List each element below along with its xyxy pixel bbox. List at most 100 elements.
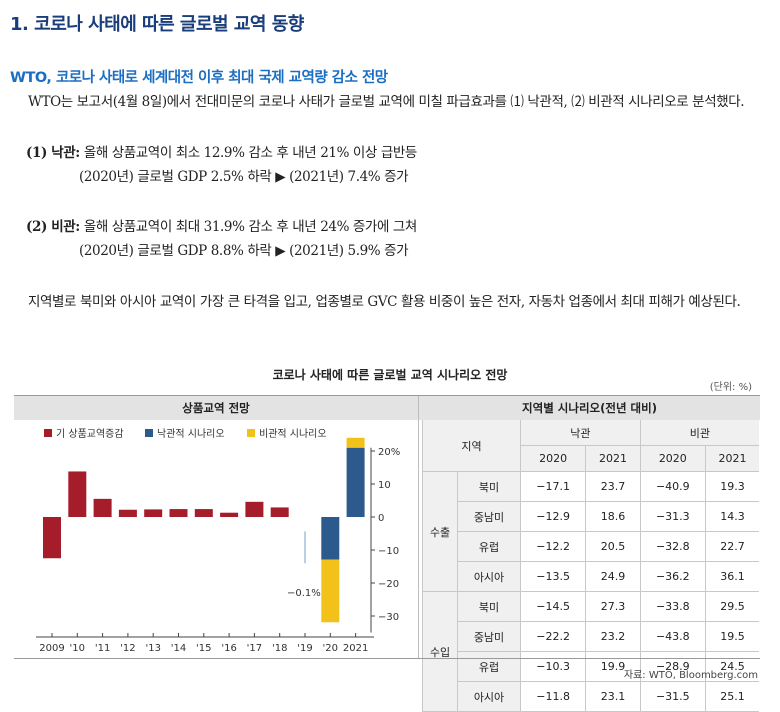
table-cell: 23.2 (585, 621, 641, 652)
y-tick-label: −20 (378, 579, 399, 590)
table-cell: 19.5 (704, 621, 759, 652)
table-cell: 20.5 (585, 531, 641, 562)
table-row: 수출 북미 −17.1 23.7 −40.9 19.3 (422, 471, 759, 592)
region-name: 아시아 (457, 681, 521, 712)
table-cell: 19.9 (585, 651, 641, 682)
x-tick-label: '17 (247, 643, 262, 654)
optimistic-text1: 올해 상품교역이 최소 12.9% 감소 후 내년 21% 이상 급반등 (83, 145, 417, 161)
table-row: 유럽 −12.2 20.5 −32.8 22.7 (423, 531, 759, 562)
trade-forecast-chart: 기 상품교역증감 낙관적 시나리오 비관적 시나리오 20% 10 0 −10 −20 −30… (36, 428, 400, 654)
year-header: 2021 (585, 445, 641, 472)
optimistic-line1: (1) 낙관: 올해 상품교역이 최소 12.9% 감소 후 내년 21% 이상… (26, 141, 417, 161)
bar-historical (144, 509, 163, 517)
region-name: 북미 (457, 591, 521, 622)
bar-historical (118, 509, 137, 517)
sub-heading: WTO, 코로나 사태로 세계대전 이후 최대 국제 교역량 감소 전망 (10, 70, 388, 86)
x-tick-label: '10 (70, 643, 85, 654)
bar-pessimistic-2021 (346, 437, 365, 448)
section-heading: 1. 코로나 사태에 따른 글로벌 교역 동향 (10, 14, 304, 35)
bar-pessimistic-2020 (321, 559, 340, 623)
bar-historical (43, 517, 61, 559)
panel-divider (418, 396, 419, 658)
bar-historical (68, 471, 87, 517)
table-cell: −31.3 (639, 501, 706, 532)
table-cell: −10.3 (519, 651, 586, 682)
bar-historical (220, 512, 239, 517)
chart-x-axis: 2009 '10 '11 '12 '13 '14 '15 '16 '17 '18 '19 '20 202… (36, 633, 374, 654)
x-tick-label: '15 (196, 643, 211, 654)
region-name: 아시아 (457, 561, 521, 592)
region-name: 북미 (457, 471, 521, 502)
optimistic-line2: (2020년) 글로벌 GDP 2.5% 하락 ▶ (2021년) 7.4% 증… (79, 169, 409, 185)
x-tick-label: '16 (221, 643, 236, 654)
table-cell: 19.3 (704, 471, 759, 502)
x-tick-label: '20 (323, 643, 338, 654)
group-label: 수입 (422, 591, 458, 712)
table-cell: 24.9 (585, 561, 641, 592)
table-row: 유럽 −10.3 19.9 −28.9 24.5 (423, 651, 759, 682)
pessimistic-label: (2) 비관: (26, 219, 80, 235)
figure-title: 코로나 사태에 따른 글로벌 교역 시나리오 전망 (272, 368, 508, 382)
group-header-pessimistic: 비관 (639, 420, 759, 446)
x-tick-label: '13 (145, 643, 160, 654)
table-cell: −11.8 (519, 681, 586, 712)
bar-historical (194, 509, 213, 517)
table-cell: −12.9 (519, 501, 586, 532)
bar-optimistic-2020 (321, 517, 340, 560)
year-header: 2021 (704, 445, 759, 472)
y-tick-label: −10 (378, 546, 399, 557)
source-note: 자료: WTO, Bloomberg.com (623, 670, 758, 681)
region-name: 중남미 (457, 501, 521, 532)
chart-y-axis: 20% 10 0 −10 −20 −30 (370, 447, 400, 633)
table-cell: 27.3 (585, 591, 641, 622)
pessimistic-line1: (2) 비관: 올해 상품교역이 최대 31.9% 감소 후 내년 24% 증가… (26, 215, 417, 235)
table-cell: −43.8 (639, 621, 706, 652)
table-cell: 36.1 (704, 561, 759, 592)
table-cell: −33.8 (639, 591, 706, 622)
table-cell: 22.7 (704, 531, 759, 562)
table-cell: −13.5 (519, 561, 586, 592)
table-cell: −17.1 (519, 471, 586, 502)
bar-optimistic-2021 (346, 447, 365, 517)
unit-label: (단위: %) (709, 382, 752, 393)
table-cell: −40.9 (639, 471, 706, 502)
table-cell: −31.5 (639, 681, 706, 712)
bar-historical (270, 507, 289, 517)
table-cell: 23.1 (585, 681, 641, 712)
x-tick-label: '11 (95, 643, 110, 654)
bar-historical (245, 501, 264, 517)
x-tick-label: '19 (297, 643, 312, 654)
table-row: 아시아 −11.8 23.1 −31.5 25.1 (423, 681, 759, 712)
regional-paragraph: 지역별로 북미와 아시아 교역이 가장 큰 타격을 입고, 업종별로 GVC 활… (28, 294, 741, 310)
table-row: 아시아 −13.5 24.9 −36.2 36.1 (423, 561, 759, 592)
x-tick-label: 2021 (343, 643, 368, 654)
table-cell: −32.8 (639, 531, 706, 562)
table-cell: −14.5 (519, 591, 586, 622)
year-header: 2020 (519, 445, 586, 472)
region-name: 중남미 (457, 621, 521, 652)
table-cell: 29.5 (704, 591, 759, 622)
left-panel-title: 상품교역 전망 (14, 396, 418, 420)
right-panel-title: 지역별 시나리오(전년 대비) (419, 396, 760, 420)
region-header: 지역 (422, 420, 521, 472)
bar-historical (169, 509, 188, 517)
legend-label: 비관적 시나리오 (259, 428, 327, 440)
table-cell: 25.1 (704, 681, 759, 712)
table-cell: 14.3 (704, 501, 759, 532)
table-row: 중남미 −12.9 18.6 −31.3 14.3 (423, 501, 759, 532)
annotation-label: −0.1% (287, 588, 321, 599)
table-cell: −36.2 (639, 561, 706, 592)
chart-legend: 기 상품교역증감 낙관적 시나리오 비관적 시나리오 (44, 428, 327, 440)
optimistic-label: (1) 낙관: (26, 145, 80, 161)
group-label: 수출 (422, 471, 458, 592)
group-header-optimistic: 낙관 (520, 420, 641, 446)
legend-swatch (44, 429, 52, 437)
table-cell: 18.6 (585, 501, 641, 532)
x-tick-label: 2009 (39, 643, 64, 654)
region-name: 유럽 (457, 651, 521, 682)
x-tick-label: '18 (272, 643, 287, 654)
y-tick-label: 10 (378, 480, 391, 491)
y-tick-label: 0 (378, 513, 384, 524)
table-cell: −12.2 (519, 531, 586, 562)
figure-top-border (14, 395, 760, 396)
